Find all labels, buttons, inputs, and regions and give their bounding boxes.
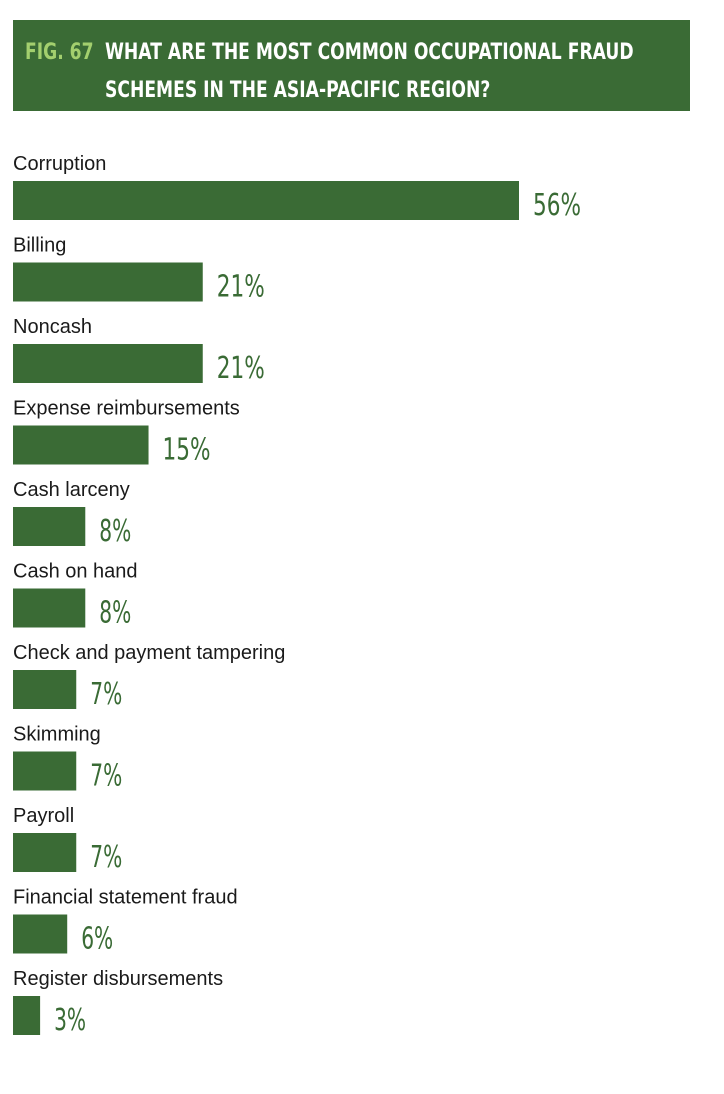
- bar: [13, 344, 203, 383]
- category-label: Payroll: [13, 805, 74, 827]
- bar: [13, 507, 86, 546]
- bar: [13, 262, 203, 302]
- category-label: Noncash: [13, 316, 92, 338]
- chart-title: WHAT ARE THE MOST COMMON OCCUPATIONAL FR…: [105, 40, 634, 103]
- value-label: 8%: [99, 514, 131, 549]
- category-label: Cash larceny: [13, 479, 130, 501]
- bar: [13, 914, 68, 954]
- value-label: 15%: [163, 433, 211, 468]
- value-label: 7%: [90, 840, 122, 875]
- category-label: Corruption: [13, 153, 106, 175]
- bar: [13, 588, 86, 628]
- bar: [13, 181, 519, 220]
- value-label: 8%: [99, 596, 131, 631]
- bar: [13, 751, 77, 791]
- value-label: 6%: [81, 922, 113, 957]
- bar: [13, 833, 77, 872]
- category-label: Skimming: [13, 724, 101, 746]
- value-label: 21%: [217, 351, 265, 386]
- bar: [13, 425, 149, 465]
- category-label: Billing: [13, 235, 66, 257]
- value-label: 7%: [90, 677, 122, 712]
- value-label: 7%: [90, 759, 122, 794]
- value-label: 3%: [54, 1003, 86, 1038]
- category-label: Financial statement fraud: [13, 887, 238, 909]
- category-label: Expense reimbursements: [13, 398, 240, 420]
- value-label: 56%: [533, 188, 581, 223]
- value-label: 21%: [217, 270, 265, 305]
- category-label: Check and payment tampering: [13, 642, 285, 664]
- category-label: Register disbursements: [13, 968, 223, 990]
- bar: [13, 670, 77, 709]
- category-label: Cash on hand: [13, 561, 138, 583]
- bar: [13, 996, 41, 1035]
- figure-header: FIG. 67 WHAT ARE THE MOST COMMON OCCUPAT…: [13, 20, 690, 111]
- figure-number: FIG. 67: [25, 40, 94, 65]
